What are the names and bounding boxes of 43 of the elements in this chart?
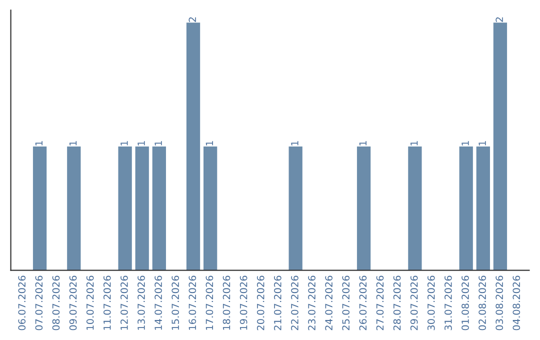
- data-label: 1: [69, 141, 77, 146]
- x-tick-label: 29.07.2026: [410, 276, 418, 330]
- x-tick-label: 31.07.2026: [444, 276, 452, 330]
- data-label: 1: [154, 141, 162, 146]
- x-tick-label: 18.07.2026: [222, 276, 230, 330]
- x-tick-label: 03.08.2026: [496, 276, 504, 330]
- x-tick-label: 01.08.2026: [462, 276, 469, 330]
- x-tick-label: 27.07.2026: [376, 276, 384, 330]
- x-tick-label: 02.08.2026: [478, 276, 486, 330]
- data-label: 1: [291, 141, 298, 146]
- x-tick-label: 14.07.2026: [154, 276, 162, 330]
- x-tick-label: 26.07.2026: [359, 276, 367, 330]
- x-tick-label: 15.07.2026: [172, 276, 180, 330]
- data-label: 1: [35, 141, 42, 146]
- x-tick-label: 23.07.2026: [308, 276, 316, 330]
- data-label: 2: [188, 17, 196, 22]
- x-tick-label: 12.07.2026: [120, 276, 128, 330]
- x-tick-label: 30.07.2026: [427, 276, 435, 330]
- x-tick-label: 24.07.2026: [325, 276, 333, 330]
- data-label: 1: [462, 141, 469, 146]
- x-tick-label: 22.07.2026: [291, 276, 298, 330]
- data-label: 1: [410, 141, 418, 146]
- data-label: 1: [138, 141, 145, 146]
- x-tick-label: 09.07.2026: [69, 276, 77, 330]
- data-label: 1: [359, 141, 366, 146]
- x-tick-label: 04.08.2026: [512, 276, 520, 330]
- x-tick-label: 17.07.2026: [206, 276, 214, 330]
- x-tick-label: 06.07.2026: [18, 276, 26, 330]
- x-tick-label: 13.07.2026: [138, 276, 145, 330]
- x-tick-label: 10.07.2026: [86, 276, 94, 330]
- x-tick-label: 07.07.2026: [35, 276, 43, 330]
- x-tick-label: 28.07.2026: [393, 276, 401, 330]
- x-tick-label: 21.07.2026: [274, 276, 282, 330]
- data-label: 1: [478, 141, 486, 146]
- x-tick-label: 16.07.2026: [188, 276, 196, 330]
- x-tick-label: 11.07.2026: [103, 276, 111, 330]
- data-label: 1: [206, 141, 213, 146]
- x-tick-label: 19.07.2026: [240, 276, 248, 330]
- data-label: 2: [496, 17, 503, 22]
- x-tick-label: 08.07.2026: [52, 276, 60, 330]
- x-tick-label: 20.07.2026: [256, 276, 264, 330]
- x-tick-label: 25.07.2026: [342, 276, 350, 330]
- data-label: 1: [120, 141, 128, 146]
